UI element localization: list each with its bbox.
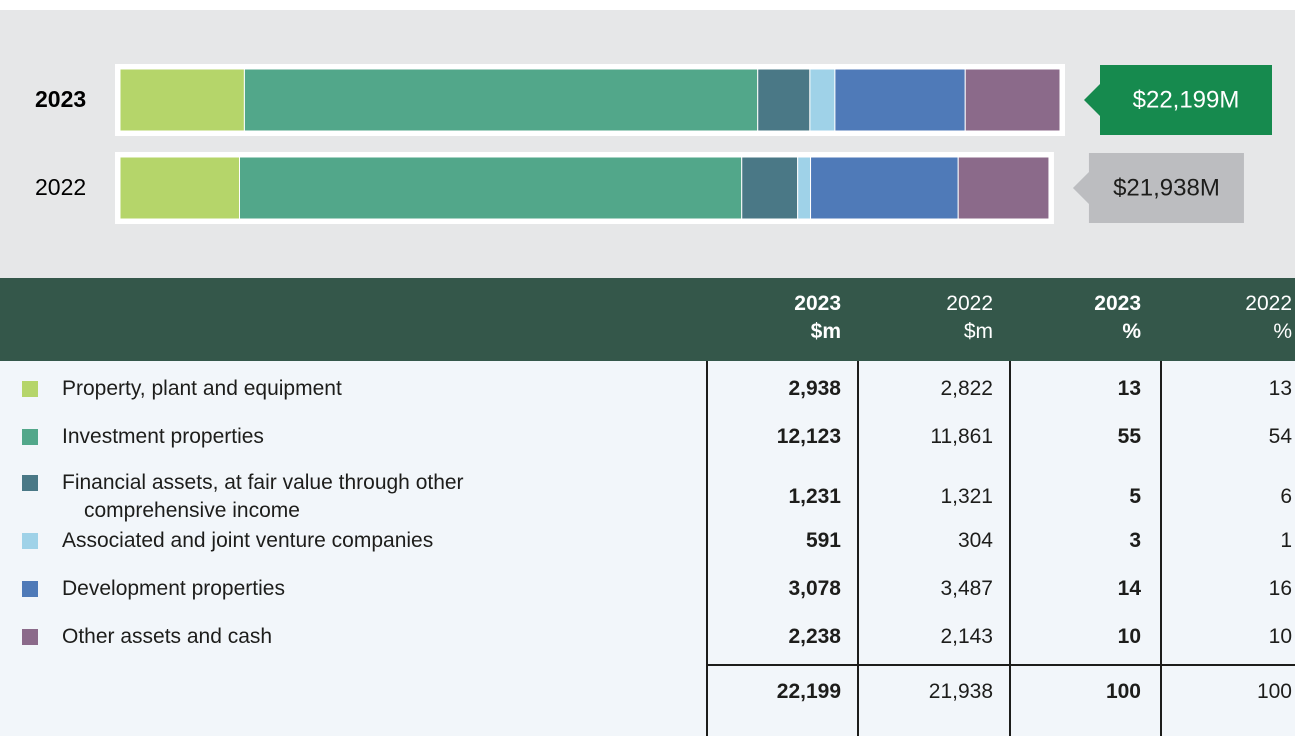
total-rule bbox=[706, 664, 1295, 666]
header-line: 2022 bbox=[946, 292, 993, 315]
table-cell: 304 bbox=[957, 529, 993, 552]
table-cell: 1,321 bbox=[940, 485, 993, 508]
bar-segment bbox=[238, 156, 743, 220]
header-line: % bbox=[1122, 320, 1141, 343]
bar-segment bbox=[119, 156, 240, 220]
header-line: $m bbox=[963, 320, 993, 343]
table-cell: 6 bbox=[1280, 485, 1292, 508]
column-divider bbox=[857, 361, 859, 736]
table-cell: 591 bbox=[805, 529, 841, 552]
table-cell: 10 bbox=[1117, 625, 1141, 648]
header-cell: 2023 $m bbox=[794, 290, 841, 346]
total-label: $22,199M bbox=[1133, 86, 1240, 113]
header-line: 2023 bbox=[794, 292, 841, 315]
table-cell: 16 bbox=[1268, 577, 1292, 600]
table: 2023 $m 2022 $m 2023% 2022% Property, plant a… bbox=[0, 278, 1295, 736]
table-cell: 1 bbox=[1280, 529, 1292, 552]
table-cell: 5 bbox=[1129, 485, 1141, 508]
table-cell: 3 bbox=[1129, 529, 1141, 552]
header-cell: 2022 $m bbox=[946, 290, 993, 346]
legend-swatch bbox=[22, 475, 38, 491]
row-label: Development properties bbox=[62, 577, 285, 600]
total-callout bbox=[1072, 153, 1244, 223]
bar-segment bbox=[810, 156, 959, 220]
table-cell: 2,938 bbox=[788, 377, 841, 400]
row-label: Financial assets, at fair value through … bbox=[62, 471, 464, 522]
bar-label: 2023 bbox=[35, 86, 86, 112]
total-label: $21,938M bbox=[1113, 174, 1220, 201]
bar-segment bbox=[757, 68, 811, 132]
bar-segment bbox=[741, 156, 799, 220]
legend-swatch bbox=[22, 429, 38, 445]
legend-swatch bbox=[22, 381, 38, 397]
bar-segment bbox=[964, 68, 1061, 132]
header-line: % bbox=[1273, 320, 1292, 343]
bar-segment bbox=[834, 68, 966, 132]
column-divider bbox=[1009, 361, 1011, 736]
table-cell: 12,123 bbox=[776, 425, 841, 448]
legend-swatch bbox=[22, 629, 38, 645]
bar-segment bbox=[797, 156, 812, 220]
header-cell: 2023% bbox=[1094, 290, 1141, 346]
total-cell: 21,938 bbox=[928, 680, 993, 703]
bar-segment bbox=[243, 68, 759, 132]
row-label: Other assets and cash bbox=[62, 625, 273, 648]
table-cell: 1,231 bbox=[788, 485, 841, 508]
total-cell: 100 bbox=[1256, 680, 1292, 703]
column-divider bbox=[1160, 361, 1162, 736]
legend-swatch bbox=[22, 533, 38, 549]
row-label: Associated and joint venture companies bbox=[62, 529, 434, 552]
table-cell: 10 bbox=[1268, 625, 1292, 648]
table-cell: 14 bbox=[1117, 577, 1141, 600]
table-cell: 3,487 bbox=[940, 577, 993, 600]
table-cell: 2,822 bbox=[940, 377, 993, 400]
bar-label: 2022 bbox=[35, 174, 86, 200]
header-line: 2023 bbox=[1094, 292, 1141, 315]
header-cell: 2022% bbox=[1245, 290, 1292, 346]
table-cell: 2,238 bbox=[788, 625, 841, 648]
legend-swatch bbox=[22, 581, 38, 597]
total-cell: 100 bbox=[1105, 680, 1141, 703]
table-cell: 3,078 bbox=[788, 577, 841, 600]
table-cell: 11,861 bbox=[930, 425, 993, 448]
bar-segment bbox=[119, 68, 245, 132]
table-cell: 13 bbox=[1117, 377, 1141, 400]
bar-segment bbox=[809, 68, 836, 132]
table-cell: 55 bbox=[1117, 425, 1141, 448]
table-cell: 54 bbox=[1268, 425, 1292, 448]
bar-segment bbox=[957, 156, 1050, 220]
total-callout bbox=[1084, 65, 1272, 135]
row-label: Investment properties bbox=[62, 425, 264, 448]
header-line: 2022 bbox=[1245, 292, 1292, 315]
chart-background bbox=[0, 10, 1295, 278]
header-line: $m bbox=[810, 320, 841, 343]
total-cell: 22,199 bbox=[776, 680, 841, 703]
table-header: 2023 $m 2022 $m 2023% 2022% bbox=[0, 278, 1295, 361]
table-cell: 13 bbox=[1268, 377, 1292, 400]
chart: 2023 $22,199M 2022 $21,938M bbox=[0, 10, 1295, 278]
row-label: Property, plant and equipment bbox=[62, 377, 342, 400]
table-cell: 2,143 bbox=[940, 625, 993, 648]
column-divider bbox=[706, 361, 708, 736]
